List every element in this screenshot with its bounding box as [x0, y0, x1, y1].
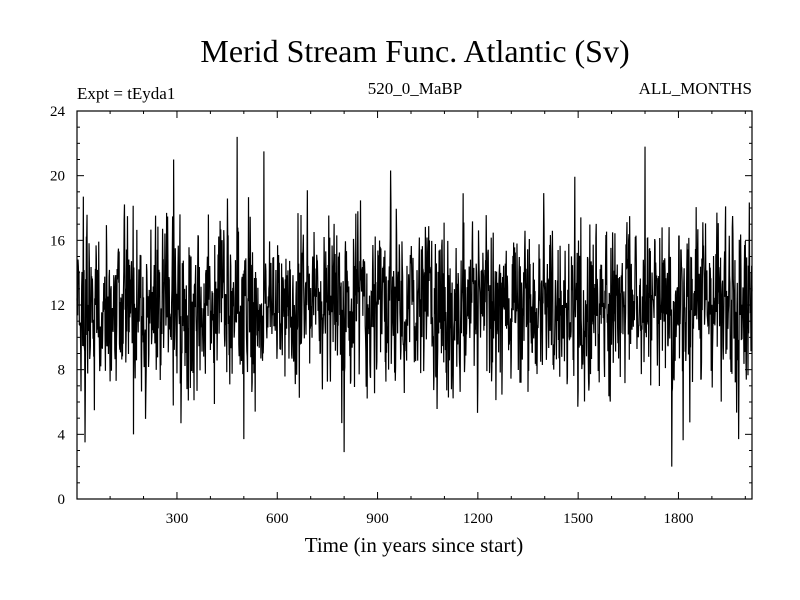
x-tick-label: 1500 [563, 511, 593, 527]
months-label: ALL_MONTHS [639, 79, 752, 98]
y-tick-label: 24 [50, 104, 66, 120]
y-tick-label: 4 [58, 427, 66, 443]
x-axis-ticks: 300 600 900 1200 1500 1800 [109, 111, 746, 527]
x-tick-label: 300 [166, 511, 189, 527]
x-tick-label: 600 [266, 511, 289, 527]
y-tick-label: 8 [58, 363, 66, 379]
x-tick-label: 1200 [463, 511, 493, 527]
y-tick-label: 20 [50, 169, 65, 185]
y-tick-label: 16 [50, 233, 66, 249]
x-tick-label: 900 [366, 511, 389, 527]
experiment-label: Expt = tEyda1 [77, 84, 175, 103]
series-layer [76, 136, 753, 467]
y-tick-label: 0 [58, 492, 66, 508]
series-line [76, 136, 753, 467]
x-tick-label: 1800 [663, 511, 693, 527]
x-axis-label: Time (in years since start) [305, 533, 524, 557]
plot-frame [76, 110, 753, 500]
chart-title: Merid Stream Func. Atlantic (Sv) [200, 33, 629, 69]
y-tick-label: 12 [50, 298, 65, 314]
period-label: 520_0_MaBP [368, 79, 462, 98]
